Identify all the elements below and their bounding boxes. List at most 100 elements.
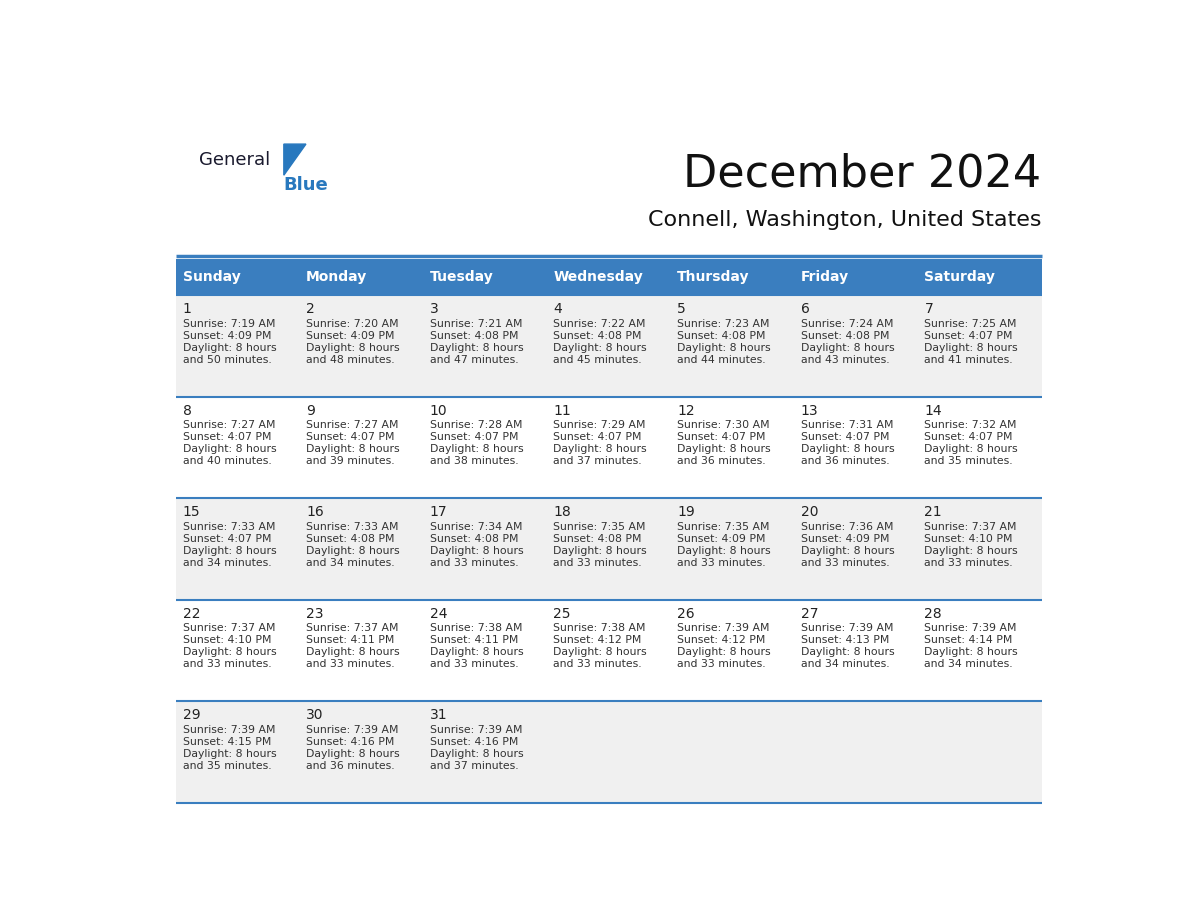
Text: Daylight: 8 hours: Daylight: 8 hours: [307, 545, 400, 555]
Bar: [918, 296, 1042, 397]
Polygon shape: [284, 144, 307, 175]
Text: Daylight: 8 hours: Daylight: 8 hours: [307, 749, 400, 759]
Text: Sunset: 4:08 PM: Sunset: 4:08 PM: [307, 533, 394, 543]
Text: Sunrise: 7:39 AM: Sunrise: 7:39 AM: [924, 623, 1017, 633]
Text: Sunset: 4:07 PM: Sunset: 4:07 PM: [183, 533, 271, 543]
Text: Sunset: 4:08 PM: Sunset: 4:08 PM: [430, 533, 518, 543]
Text: Sunrise: 7:37 AM: Sunrise: 7:37 AM: [307, 623, 399, 633]
Text: Sunset: 4:09 PM: Sunset: 4:09 PM: [183, 330, 271, 341]
Text: 20: 20: [801, 506, 819, 520]
Bar: [423, 599, 546, 701]
Text: Sunset: 4:08 PM: Sunset: 4:08 PM: [554, 533, 642, 543]
Text: Daylight: 8 hours: Daylight: 8 hours: [554, 545, 647, 555]
Text: and 33 minutes.: and 33 minutes.: [554, 659, 642, 669]
Bar: [546, 701, 671, 803]
Text: Sunrise: 7:39 AM: Sunrise: 7:39 AM: [677, 623, 770, 633]
Text: Sunrise: 7:21 AM: Sunrise: 7:21 AM: [430, 319, 523, 329]
Text: Sunrise: 7:38 AM: Sunrise: 7:38 AM: [430, 623, 523, 633]
Bar: [918, 701, 1042, 803]
Text: Sunset: 4:08 PM: Sunset: 4:08 PM: [430, 330, 518, 341]
Bar: [176, 599, 299, 701]
Bar: [671, 397, 795, 498]
Bar: [546, 498, 671, 599]
Text: Sunrise: 7:23 AM: Sunrise: 7:23 AM: [677, 319, 770, 329]
Text: 2: 2: [307, 302, 315, 317]
Text: December 2024: December 2024: [683, 152, 1042, 196]
Text: Blue: Blue: [283, 176, 328, 194]
Text: 27: 27: [801, 607, 819, 621]
Text: and 33 minutes.: and 33 minutes.: [554, 558, 642, 567]
Text: Sunrise: 7:22 AM: Sunrise: 7:22 AM: [554, 319, 646, 329]
Text: Sunset: 4:11 PM: Sunset: 4:11 PM: [430, 635, 518, 645]
Text: Daylight: 8 hours: Daylight: 8 hours: [430, 647, 524, 657]
Text: Connell, Washington, United States: Connell, Washington, United States: [649, 209, 1042, 230]
Text: Sunset: 4:16 PM: Sunset: 4:16 PM: [307, 737, 394, 746]
Text: Daylight: 8 hours: Daylight: 8 hours: [430, 749, 524, 759]
Bar: [176, 397, 299, 498]
Text: Monday: Monday: [307, 270, 367, 284]
Text: and 37 minutes.: and 37 minutes.: [430, 761, 518, 771]
Text: and 33 minutes.: and 33 minutes.: [924, 558, 1013, 567]
Text: Sunset: 4:07 PM: Sunset: 4:07 PM: [183, 432, 271, 442]
Text: 28: 28: [924, 607, 942, 621]
Text: Sunrise: 7:33 AM: Sunrise: 7:33 AM: [307, 521, 399, 532]
Text: Daylight: 8 hours: Daylight: 8 hours: [801, 545, 895, 555]
Text: 10: 10: [430, 404, 448, 418]
Text: and 34 minutes.: and 34 minutes.: [801, 659, 890, 669]
Text: and 33 minutes.: and 33 minutes.: [430, 558, 518, 567]
Text: and 48 minutes.: and 48 minutes.: [307, 354, 394, 364]
Text: Sunset: 4:08 PM: Sunset: 4:08 PM: [677, 330, 765, 341]
Text: Daylight: 8 hours: Daylight: 8 hours: [801, 444, 895, 454]
Text: Sunrise: 7:36 AM: Sunrise: 7:36 AM: [801, 521, 893, 532]
Text: 16: 16: [307, 506, 324, 520]
Bar: [918, 259, 1042, 296]
Text: Sunrise: 7:39 AM: Sunrise: 7:39 AM: [183, 724, 276, 734]
Text: Sunset: 4:16 PM: Sunset: 4:16 PM: [430, 737, 518, 746]
Text: Daylight: 8 hours: Daylight: 8 hours: [183, 749, 276, 759]
Text: Sunrise: 7:19 AM: Sunrise: 7:19 AM: [183, 319, 276, 329]
Text: Sunrise: 7:37 AM: Sunrise: 7:37 AM: [924, 521, 1017, 532]
Bar: [795, 498, 918, 599]
Text: Tuesday: Tuesday: [430, 270, 493, 284]
Text: 14: 14: [924, 404, 942, 418]
Bar: [671, 701, 795, 803]
Text: Sunset: 4:07 PM: Sunset: 4:07 PM: [801, 432, 890, 442]
Text: Sunset: 4:07 PM: Sunset: 4:07 PM: [554, 432, 642, 442]
Bar: [176, 296, 299, 397]
Text: and 35 minutes.: and 35 minutes.: [183, 761, 271, 771]
Text: 3: 3: [430, 302, 438, 317]
Text: Sunrise: 7:35 AM: Sunrise: 7:35 AM: [677, 521, 770, 532]
Text: and 39 minutes.: and 39 minutes.: [307, 456, 394, 466]
Text: Sunday: Sunday: [183, 270, 240, 284]
Text: 24: 24: [430, 607, 448, 621]
Text: Daylight: 8 hours: Daylight: 8 hours: [430, 545, 524, 555]
Text: Sunrise: 7:25 AM: Sunrise: 7:25 AM: [924, 319, 1017, 329]
Bar: [671, 259, 795, 296]
Text: 25: 25: [554, 607, 571, 621]
Text: Sunrise: 7:37 AM: Sunrise: 7:37 AM: [183, 623, 276, 633]
Text: Daylight: 8 hours: Daylight: 8 hours: [307, 647, 400, 657]
Text: Daylight: 8 hours: Daylight: 8 hours: [924, 444, 1018, 454]
Text: Sunrise: 7:33 AM: Sunrise: 7:33 AM: [183, 521, 276, 532]
Text: Daylight: 8 hours: Daylight: 8 hours: [183, 444, 276, 454]
Text: Saturday: Saturday: [924, 270, 996, 284]
Text: Sunset: 4:07 PM: Sunset: 4:07 PM: [924, 432, 1013, 442]
Bar: [671, 599, 795, 701]
Text: and 35 minutes.: and 35 minutes.: [924, 456, 1013, 466]
Text: Daylight: 8 hours: Daylight: 8 hours: [677, 647, 771, 657]
Text: Daylight: 8 hours: Daylight: 8 hours: [924, 647, 1018, 657]
Text: Daylight: 8 hours: Daylight: 8 hours: [554, 342, 647, 353]
Bar: [423, 701, 546, 803]
Text: Daylight: 8 hours: Daylight: 8 hours: [430, 444, 524, 454]
Text: and 43 minutes.: and 43 minutes.: [801, 354, 890, 364]
Text: 17: 17: [430, 506, 448, 520]
Text: Daylight: 8 hours: Daylight: 8 hours: [924, 342, 1018, 353]
Text: and 33 minutes.: and 33 minutes.: [801, 558, 890, 567]
Text: Sunset: 4:15 PM: Sunset: 4:15 PM: [183, 737, 271, 746]
Bar: [671, 296, 795, 397]
Text: 22: 22: [183, 607, 200, 621]
Text: and 36 minutes.: and 36 minutes.: [307, 761, 394, 771]
Text: Sunrise: 7:29 AM: Sunrise: 7:29 AM: [554, 420, 646, 431]
Text: Sunrise: 7:30 AM: Sunrise: 7:30 AM: [677, 420, 770, 431]
Text: and 38 minutes.: and 38 minutes.: [430, 456, 518, 466]
